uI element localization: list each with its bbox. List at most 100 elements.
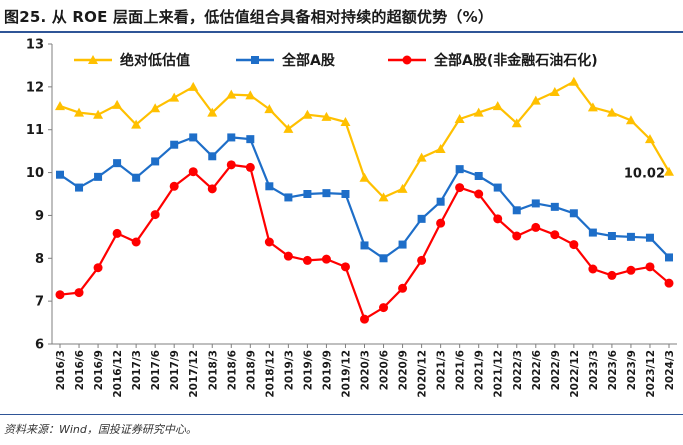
all-a-shares-point <box>265 182 274 191</box>
low-valuation-point <box>549 87 560 96</box>
figure-title: 图25. 从 ROE 层面上来看，低估值组合具备相对持续的超额优势（%） <box>4 8 494 26</box>
low-valuation-point <box>397 183 408 193</box>
low-valuation-point <box>340 117 351 126</box>
x-tick-label: 2019/6 <box>302 350 314 390</box>
all-a-ex-finance-point <box>398 283 408 293</box>
legend-label: 全部A股 <box>281 52 336 69</box>
y-tick-label: 7 <box>35 295 44 310</box>
legend-swatch-marker <box>402 55 412 65</box>
all-a-shares-point <box>360 241 369 250</box>
all-a-ex-finance-point <box>169 181 179 191</box>
all-a-ex-finance-point <box>245 162 255 172</box>
all-a-ex-finance-point <box>531 222 541 232</box>
low-valuation-point <box>664 166 674 176</box>
low-valuation-point <box>188 81 199 91</box>
all-a-shares-point <box>626 232 635 241</box>
x-tick-label: 2020/9 <box>398 350 410 390</box>
end-value-annotation: 10.02 <box>624 167 665 182</box>
all-a-shares-point <box>455 165 464 174</box>
all-a-shares-point <box>113 159 122 168</box>
all-a-shares-point <box>341 190 350 198</box>
all-a-shares-point <box>189 133 198 142</box>
y-tick-label: 12 <box>26 80 44 95</box>
all-a-shares-point <box>569 209 578 218</box>
all-a-shares-point <box>303 190 312 198</box>
all-a-ex-finance-point <box>360 314 369 324</box>
x-tick-label: 2017/12 <box>188 350 200 398</box>
all-a-shares-point <box>379 254 388 263</box>
all-a-ex-finance-point <box>283 251 293 261</box>
all-a-shares-point <box>436 197 445 206</box>
footer-divider <box>0 414 683 415</box>
all-a-shares-point <box>512 206 521 215</box>
all-a-shares-point <box>607 232 616 240</box>
all-a-ex-finance-point <box>150 210 160 220</box>
all-a-ex-finance-point <box>379 303 389 313</box>
y-tick-label: 10 <box>26 166 44 181</box>
all-a-shares-point <box>208 152 217 161</box>
x-tick-label: 2023/12 <box>645 350 657 398</box>
all-a-shares-point <box>550 202 559 211</box>
all-a-ex-finance-point <box>93 263 103 273</box>
title-divider <box>0 31 683 33</box>
x-tick-label: 2017/9 <box>169 350 181 390</box>
x-tick-label: 2023/3 <box>588 350 600 390</box>
x-tick-label: 2018/12 <box>264 350 276 398</box>
source-note: 资料来源：Wind，国投证券研究中心。 <box>4 423 197 436</box>
all-a-shares-point <box>151 157 160 166</box>
all-a-ex-finance-point <box>226 160 236 170</box>
low-valuation-point <box>93 109 104 119</box>
y-tick-label: 11 <box>26 123 44 138</box>
all-a-ex-finance-point <box>74 288 84 298</box>
y-tick-label: 6 <box>35 338 44 353</box>
all-a-shares-point <box>474 172 483 180</box>
legend-label: 绝对低估值 <box>120 52 190 69</box>
low-valuation-point <box>131 119 142 129</box>
all-a-shares-point <box>284 193 293 202</box>
low-valuation-point <box>511 118 522 128</box>
low-valuation-point <box>378 192 389 202</box>
x-tick-label: 2024/3 <box>664 350 676 390</box>
all-a-shares-point <box>398 240 407 249</box>
all-a-shares-point <box>322 189 331 198</box>
x-tick-label: 2020/3 <box>360 350 372 390</box>
all-a-ex-finance-point <box>569 240 579 250</box>
x-tick-label: 2023/6 <box>607 350 619 390</box>
all-a-ex-finance-point <box>302 255 312 265</box>
all-a-ex-finance-point <box>321 254 331 264</box>
low-valuation-point <box>283 123 294 133</box>
all-a-ex-finance-point <box>455 183 465 193</box>
all-a-ex-finance-point <box>340 262 350 272</box>
all-a-shares-point <box>588 228 597 237</box>
low-valuation-point <box>150 103 161 113</box>
low-valuation-point <box>169 92 180 102</box>
all-a-ex-finance-point <box>588 264 598 274</box>
legend-swatch-marker <box>88 55 98 64</box>
x-tick-label: 2020/12 <box>417 350 429 398</box>
all-a-shares-point <box>56 170 64 179</box>
all-a-shares-point <box>493 183 502 192</box>
x-tick-label: 2018/6 <box>226 350 238 390</box>
low-valuation-point <box>568 76 579 86</box>
all-a-ex-finance-point <box>550 230 560 240</box>
x-tick-label: 2019/12 <box>340 350 352 398</box>
low-valuation-point <box>416 152 427 162</box>
x-tick-label: 2017/3 <box>131 350 143 390</box>
low-valuation-point <box>321 111 332 121</box>
low-valuation-point <box>435 144 446 153</box>
low-valuation-point <box>473 107 484 117</box>
x-tick-label: 2018/3 <box>207 350 219 390</box>
x-tick-label: 2021/12 <box>493 350 505 398</box>
x-tick-label: 2016/6 <box>74 350 86 390</box>
x-tick-label: 2022/12 <box>569 350 581 398</box>
low-valuation-point <box>587 102 598 112</box>
all-a-ex-finance-point <box>474 189 484 199</box>
x-tick-label: 2016/12 <box>112 350 124 398</box>
all-a-shares-line <box>59 136 670 260</box>
x-tick-label: 2020/6 <box>379 350 391 390</box>
all-a-shares-point <box>75 183 84 192</box>
all-a-ex-finance-point <box>607 270 617 280</box>
all-a-ex-finance-point <box>188 167 198 177</box>
low-valuation-point <box>226 89 237 99</box>
